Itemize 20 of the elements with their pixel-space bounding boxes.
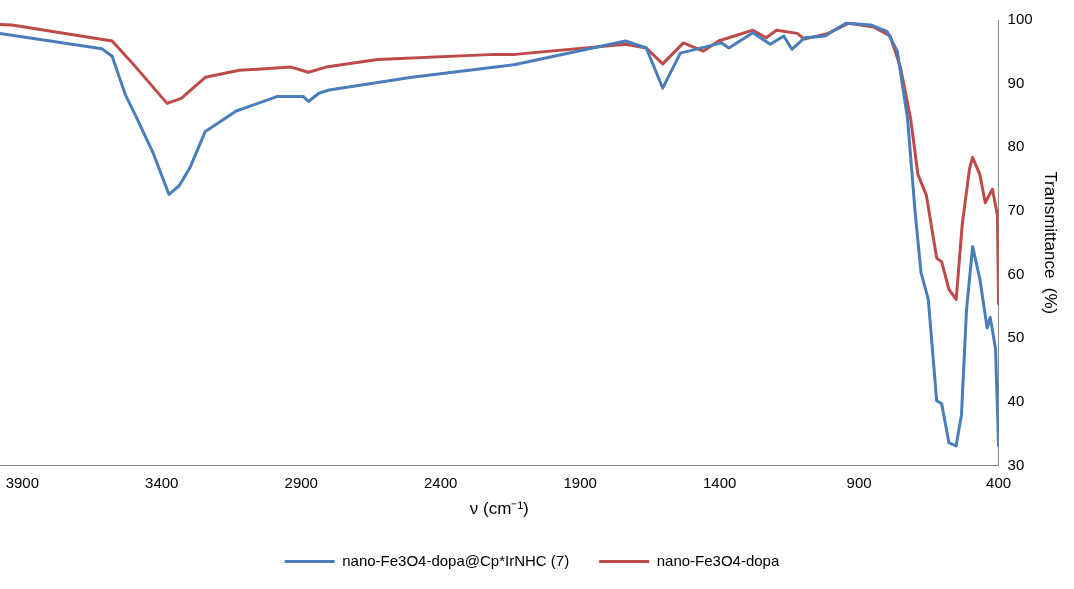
y-tick-label: 40 — [1007, 392, 1025, 410]
x-tick-label: 1400 — [702, 473, 737, 491]
x-tick-label: 1900 — [563, 473, 597, 491]
y-tick-label: 80 — [1007, 137, 1025, 155]
y-tick-label: 100 — [1007, 10, 1033, 28]
x-tick-label: 900 — [846, 473, 872, 491]
legend-label: nano-Fe3O4-dopa — [656, 551, 780, 569]
y-tick-label: 50 — [1007, 328, 1025, 346]
legend-label: nano-Fe3O4-dopa@Cp*IrNHC (7) — [342, 551, 570, 569]
y-tick-label: 70 — [1007, 201, 1025, 219]
y-tick-label: 90 — [1007, 73, 1025, 91]
x-tick-label: 2400 — [424, 473, 458, 491]
x-tick-label: 3400 — [145, 473, 179, 491]
y-tick-label: 30 — [1007, 455, 1025, 473]
y-axis-title: Transmittance (%) — [1041, 171, 1061, 315]
y-tick-label: 60 — [1007, 264, 1025, 282]
x-tick-label: 2900 — [284, 473, 318, 491]
x-axis-title: ν (cm⁻¹) — [469, 499, 529, 519]
x-tick-label: 400 — [986, 473, 1012, 491]
x-tick-label: 3900 — [5, 473, 39, 491]
